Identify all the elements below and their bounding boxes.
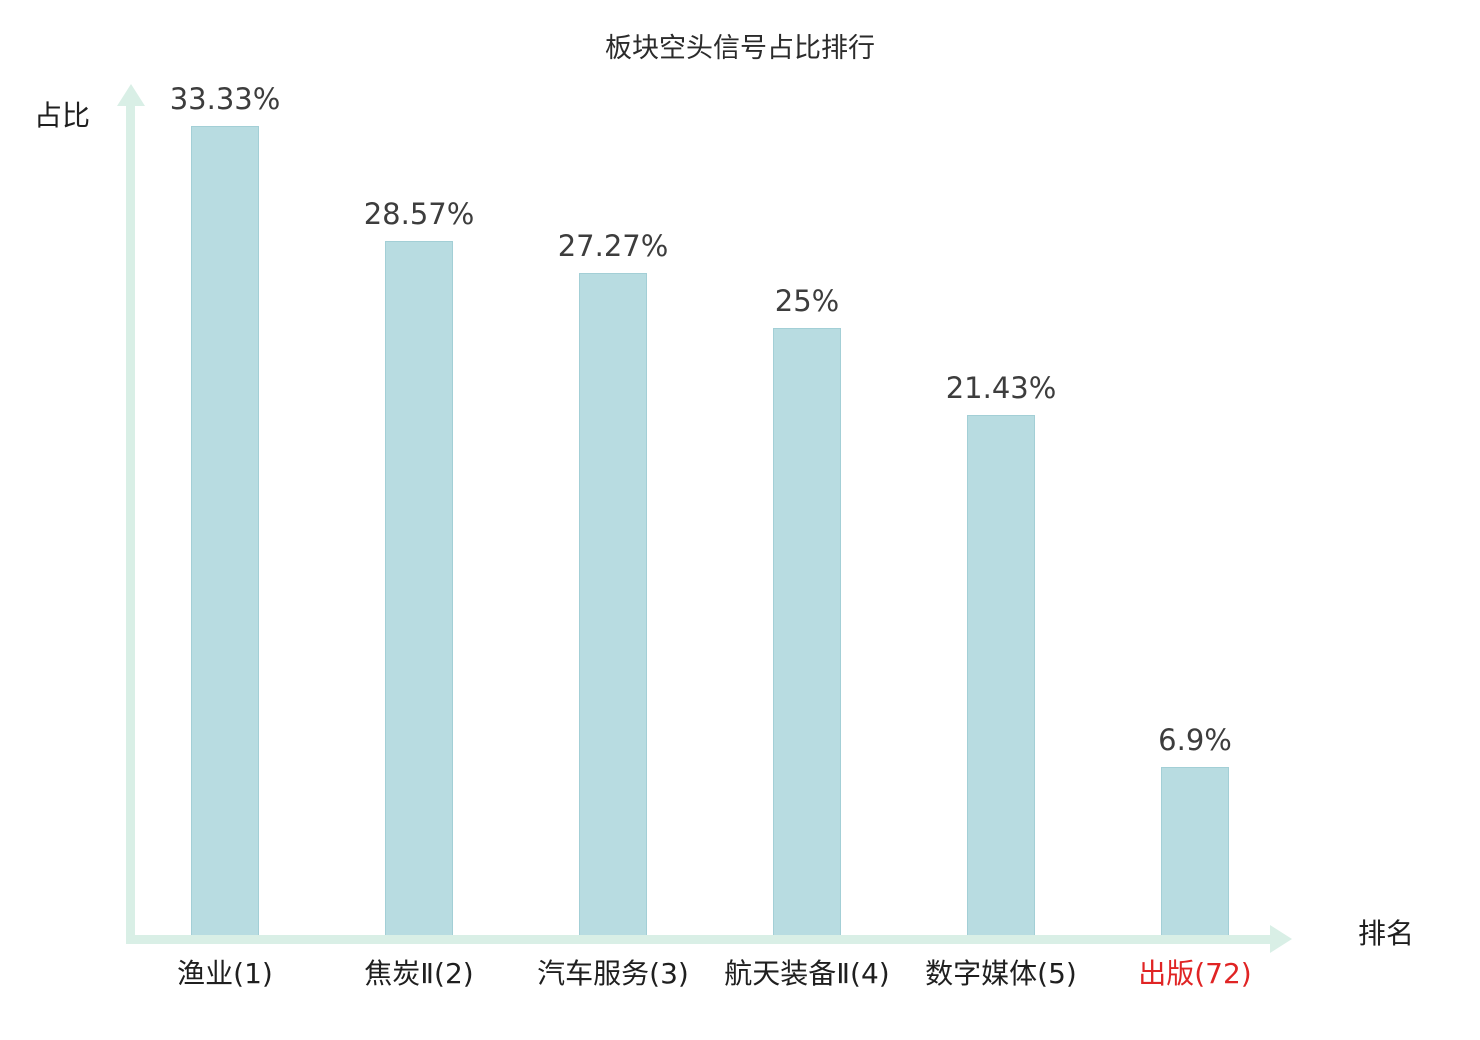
x-axis-arrow-icon — [1270, 925, 1292, 953]
bar-group: 6.9% — [1098, 0, 1292, 935]
bar-group: 33.33% — [128, 0, 322, 935]
bar-group: 21.43% — [904, 0, 1098, 935]
category-label: 渔业(1) — [177, 957, 273, 990]
x-axis — [126, 935, 1272, 944]
bar — [579, 273, 647, 935]
category-axis: 渔业(1) 焦炭Ⅱ(2) 汽车服务(3) 航天装备Ⅱ(4) 数字媒体(5) 出版… — [128, 956, 1292, 991]
category-label: 汽车服务(3) — [537, 957, 689, 990]
category-label: 焦炭Ⅱ(2) — [364, 957, 474, 990]
bar-value-label: 27.27% — [557, 229, 669, 263]
category-label: 出版(72) — [1138, 957, 1252, 990]
bar-value-label: 33.33% — [169, 82, 281, 116]
y-axis — [126, 104, 135, 944]
category-label: 数字媒体(5) — [925, 957, 1077, 990]
y-axis-arrow-icon — [117, 84, 145, 106]
y-axis-label: 占比 — [34, 99, 91, 132]
bar-value-label: 28.57% — [363, 197, 475, 231]
bar-value-label: 21.43% — [945, 371, 1057, 405]
x-axis-label: 排名 — [1358, 917, 1415, 950]
bar-group: 25% — [710, 0, 904, 935]
bar-group: 28.57% — [322, 0, 516, 935]
chart-title: 板块空头信号占比排行 — [605, 33, 875, 64]
bar-value-label: 6.9% — [1158, 723, 1232, 757]
bar-group: 27.27% — [516, 0, 710, 935]
bar-value-label: 25% — [774, 284, 840, 318]
bar — [385, 241, 453, 935]
bar — [191, 126, 259, 935]
plot-area: 33.33% 28.57% 27.27% 25% 21.43% 6.9% — [128, 0, 1292, 935]
bar — [773, 328, 841, 935]
bar — [967, 415, 1035, 935]
category-label: 航天装备Ⅱ(4) — [724, 957, 890, 990]
bar — [1161, 767, 1229, 935]
